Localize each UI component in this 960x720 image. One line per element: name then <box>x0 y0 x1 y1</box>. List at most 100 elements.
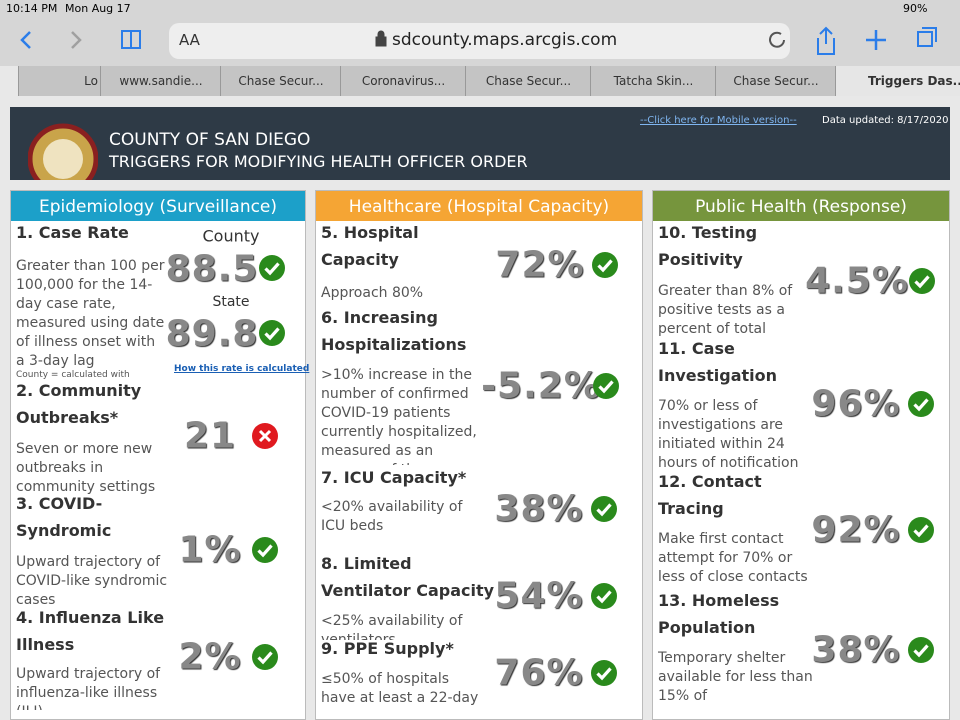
column-heading: Public Health (Response) <box>653 191 949 221</box>
indicator-title: 9. PPE Supply* <box>321 639 454 658</box>
check-icon <box>908 391 934 417</box>
county-label: County <box>202 226 260 246</box>
indicator-description: Greater than 8% of positive tests as a p… <box>658 283 793 337</box>
indicator-title: 11. Case <box>658 339 735 358</box>
indicator-description: Approach 80% capacity for all <box>321 285 424 301</box>
tabs-button[interactable] <box>917 27 937 47</box>
text-size-button[interactable]: AA <box>179 31 200 49</box>
data-updated: Data updated: 8/17/2020 <box>822 115 949 126</box>
check-icon <box>592 252 618 278</box>
reload-button[interactable] <box>769 31 785 48</box>
fail-icon <box>252 423 278 449</box>
indicator-value: 38% <box>494 488 584 530</box>
check-icon <box>591 583 617 609</box>
indicator-description: ≤50% of hospitals have at least a 22-day <box>321 671 479 706</box>
indicator-description: >10% increase in the number of confirmed… <box>321 367 477 465</box>
indicator-column: Public Health (Response) <box>652 190 950 720</box>
indicator-value: 2% <box>178 636 242 678</box>
indicator-title: 3. COVID- <box>16 494 103 513</box>
indicator-description: Temporary shelter available for less tha… <box>658 650 813 704</box>
indicator-title: 8. Limited <box>321 554 412 573</box>
indicator-title: Illness <box>16 635 75 654</box>
bookmarks-button[interactable] <box>121 30 141 49</box>
share-button[interactable] <box>817 26 835 55</box>
indicator-value: 21 <box>183 415 237 457</box>
browser-tab[interactable]: www.sandie... <box>100 66 221 96</box>
indicator-value: 38% <box>811 629 901 671</box>
check-icon <box>593 373 619 399</box>
county-seal <box>28 123 98 180</box>
indicator-value: 96% <box>811 383 901 425</box>
url[interactable]: sdcounty.maps.arcgis.com <box>392 30 618 50</box>
rate-link[interactable]: How this rate is calculated <box>174 364 310 374</box>
indicator-title: Positivity <box>658 250 743 269</box>
check-icon <box>591 496 617 522</box>
browser-tab[interactable]: Chase Secur... <box>465 66 591 96</box>
indicator-note: County = calculated with <box>16 370 130 380</box>
indicator-title: Investigation <box>658 366 778 385</box>
indicator-title: 13. Homeless <box>658 591 780 610</box>
back-button[interactable] <box>20 31 31 49</box>
indicator-value: 76% <box>494 652 584 694</box>
mobile-link[interactable]: --Click here for Mobile version-- <box>640 115 797 126</box>
indicator-description: Make first contact attempt for 70% or le… <box>658 531 808 585</box>
browser-tab[interactable]: Chase Secur... <box>715 66 836 96</box>
check-icon <box>908 637 934 663</box>
indicator-description: Greater than 100 per 100,000 for the 14-… <box>16 258 165 369</box>
indicator-title: 1. Case Rate <box>16 223 129 242</box>
status-date: Mon Aug 17 <box>65 2 131 15</box>
indicator-value: 54% <box>494 575 584 617</box>
browser-tab[interactable]: Coronavirus... <box>340 66 466 96</box>
indicator-description: 70% or less of investigations are initia… <box>658 398 799 471</box>
indicator-value: 92% <box>811 509 901 551</box>
indicator-title: Syndromic <box>16 521 112 540</box>
county-name: COUNTY OF SAN DIEGO <box>109 130 311 150</box>
indicator-value: 4.5% <box>805 260 909 302</box>
toolbar-icons <box>20 23 937 59</box>
indicator-value: 72% <box>495 244 585 286</box>
check-icon <box>909 268 935 294</box>
county-value: 88.5 <box>165 248 259 290</box>
indicator-title: 5. Hospital <box>321 223 419 242</box>
indicator-description: <20% availability of ICU beds <box>321 499 463 534</box>
browser-tab[interactable]: Lo <box>18 66 100 96</box>
address-bar[interactable] <box>169 23 790 59</box>
indicator-title: 12. Contact <box>658 472 762 491</box>
forward-button[interactable] <box>71 31 82 49</box>
indicator-description: <25% availability of ventilators <box>321 613 463 640</box>
indicator-title: Hospitalizations <box>321 335 467 354</box>
indicator-title: 4. Influenza Like <box>16 608 165 627</box>
lock-icon <box>375 30 387 47</box>
battery-level: 90% <box>903 2 928 15</box>
indicator-title: 7. ICU Capacity* <box>321 468 467 487</box>
check-icon <box>259 320 285 346</box>
check-icon <box>259 255 285 281</box>
browser-tab[interactable]: Chase Secur... <box>220 66 341 96</box>
indicator-description: Seven or more new outbreaks in community… <box>16 441 156 494</box>
check-icon <box>908 517 934 543</box>
indicator-title: 6. Increasing <box>321 308 438 327</box>
dashboard-header: COUNTY OF SAN DIEGO TRIGGERS FOR MODIFYI… <box>10 107 950 180</box>
state-label: State <box>212 294 250 310</box>
check-icon <box>591 660 617 686</box>
status-time: 10:14 PM <box>6 2 58 15</box>
indicator-title: Ventilator Capacity <box>321 581 495 600</box>
indicator-title: 2. Community <box>16 381 142 400</box>
browser-tab[interactable]: Triggers Das... <box>835 66 960 96</box>
indicator-title: Outbreaks* <box>16 408 119 427</box>
indicator-title: Population <box>658 618 756 637</box>
new-tab-button[interactable] <box>866 30 886 50</box>
dashboard-title: TRIGGERS FOR MODIFYING HEALTH OFFICER OR… <box>109 152 528 171</box>
indicator-title: 10. Testing <box>658 223 758 242</box>
state-value: 89.8 <box>165 313 259 355</box>
indicator-title: Capacity <box>321 250 399 269</box>
indicator-title: Tracing <box>658 499 724 518</box>
indicator-value: 1% <box>178 529 242 571</box>
indicator-description: Upward trajectory of COVID-like syndromi… <box>16 554 168 608</box>
indicator-column: Epidemiology (Surveillance) <box>10 190 306 720</box>
check-icon <box>252 644 278 670</box>
indicator-value: -5.2% <box>481 365 601 407</box>
browser-tab[interactable]: Tatcha Skin... <box>590 66 716 96</box>
column-heading: Epidemiology (Surveillance) <box>11 191 305 221</box>
